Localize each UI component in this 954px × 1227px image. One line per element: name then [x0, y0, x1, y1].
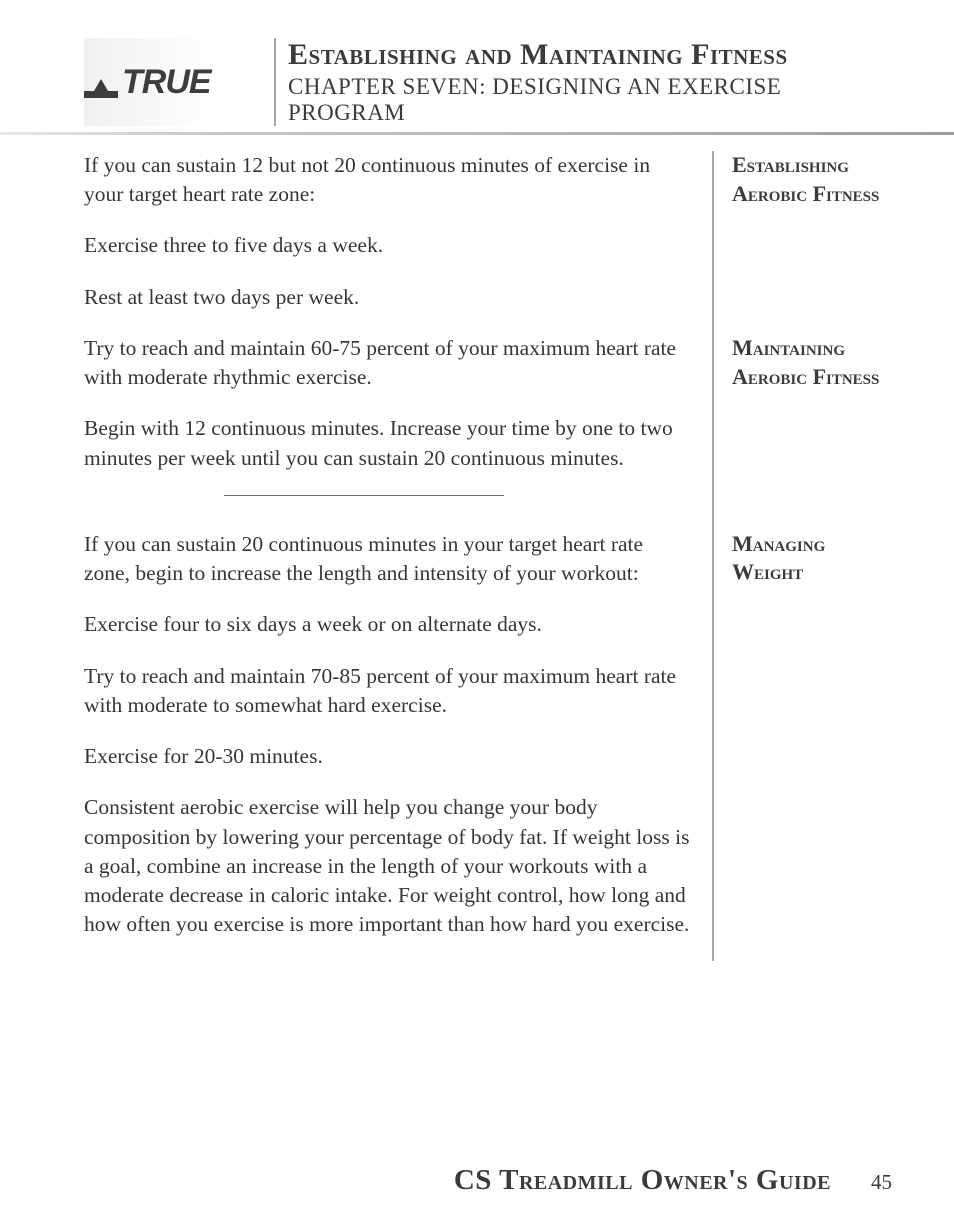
section-sidebar: Maintaining Aerobic Fitness	[712, 334, 892, 530]
body-paragraph: Begin with 12 continuous minutes. Increa…	[84, 414, 690, 472]
body-paragraph: Rest at least two days per week.	[84, 283, 690, 312]
content-section: If you can sustain 12 but not 20 continu…	[84, 151, 892, 334]
section-sidebar: Establishing Aerobic Fitness	[712, 151, 892, 334]
logo-text: TRUE	[122, 63, 211, 102]
page-number: 45	[871, 1170, 892, 1195]
body-paragraph: If you can sustain 20 continuous minutes…	[84, 530, 690, 588]
chapter-main-title: Establishing and Maintaining Fitness	[288, 38, 892, 72]
body-paragraph: Consistent aerobic exercise will help yo…	[84, 793, 690, 939]
chapter-sub-title: CHAPTER SEVEN: DESIGNING AN EXERCISE PRO…	[288, 74, 892, 126]
section-body: If you can sustain 20 continuous minutes…	[84, 530, 712, 962]
section-label: Establishing Aerobic Fitness	[732, 151, 892, 208]
brand-logo: TRUE	[84, 63, 211, 102]
body-paragraph: Try to reach and maintain 60-75 percent …	[84, 334, 690, 392]
section-label: Maintaining Aerobic Fitness	[732, 334, 892, 391]
header-title-group: Establishing and Maintaining Fitness CHA…	[274, 38, 892, 126]
section-body: Try to reach and maintain 60-75 percent …	[84, 334, 712, 530]
body-paragraph: Exercise four to six days a week or on a…	[84, 610, 690, 639]
document-page: TRUE Establishing and Maintaining Fitnes…	[0, 0, 954, 1227]
guide-title: CS Treadmill Owner's Guide	[454, 1164, 831, 1197]
content-section: If you can sustain 20 continuous minutes…	[84, 530, 892, 962]
section-sidebar: Managing Weight	[712, 530, 892, 962]
page-footer: CS Treadmill Owner's Guide 45	[84, 1164, 892, 1197]
section-divider-rule	[224, 495, 504, 496]
body-paragraph: Exercise for 20-30 minutes.	[84, 742, 690, 771]
section-label: Managing Weight	[732, 530, 892, 587]
content-section: Try to reach and maintain 60-75 percent …	[84, 334, 892, 530]
section-body: If you can sustain 12 but not 20 continu…	[84, 151, 712, 334]
body-paragraph: Try to reach and maintain 70-85 percent …	[84, 662, 690, 720]
body-paragraph: If you can sustain 12 but not 20 continu…	[84, 151, 690, 209]
body-paragraph: Exercise three to five days a week.	[84, 231, 690, 260]
logo-container: TRUE	[84, 38, 274, 126]
logo-mark-icon	[84, 70, 118, 94]
page-header: TRUE Establishing and Maintaining Fitnes…	[84, 38, 892, 126]
header-underline-rule	[0, 132, 954, 135]
